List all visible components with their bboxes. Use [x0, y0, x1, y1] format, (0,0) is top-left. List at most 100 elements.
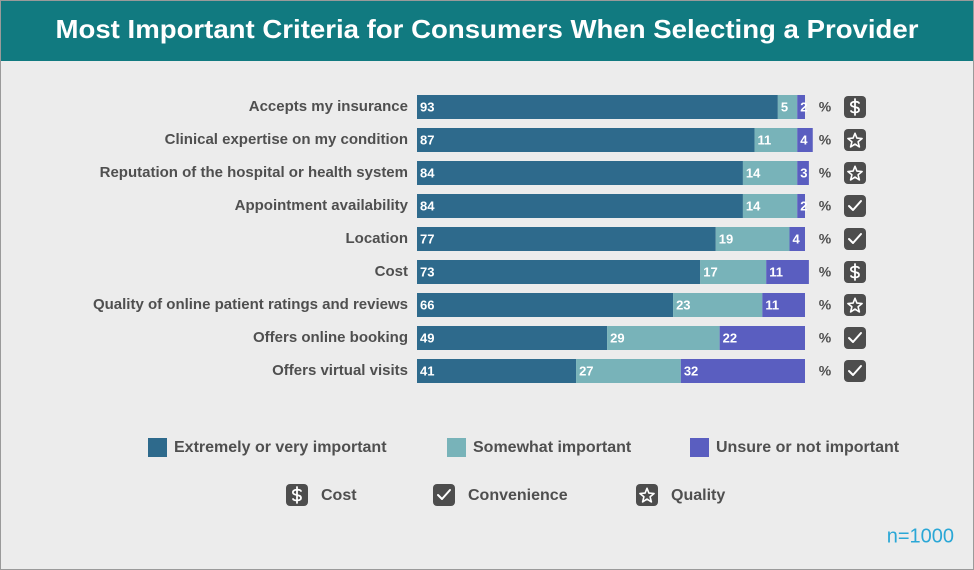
- bar-segment: [797, 95, 805, 119]
- icon-box: [844, 129, 866, 151]
- value-label: 29: [610, 330, 624, 345]
- bar-segment: [680, 359, 805, 383]
- row-group-icon: [844, 360, 866, 382]
- row-group-icon: [844, 195, 866, 217]
- bar-segment: [417, 227, 716, 251]
- icon-check: [848, 233, 862, 244]
- bar-segment: [576, 359, 681, 383]
- icon-star: [639, 487, 655, 503]
- group-icon: [433, 484, 455, 506]
- row-label: Accepts my insurance: [249, 98, 408, 115]
- legend-label: Somewhat important: [473, 439, 632, 456]
- row-label: Cost: [375, 263, 408, 280]
- bar-segment: [766, 260, 809, 284]
- value-label: 19: [719, 231, 733, 246]
- value-label: 77: [420, 231, 434, 246]
- value-label: 14: [746, 165, 761, 180]
- group-label: Cost: [321, 487, 357, 504]
- title-band: [1, 1, 973, 61]
- bar-segment: [417, 161, 743, 185]
- bar-segment: [417, 359, 577, 383]
- value-label: 22: [723, 330, 737, 345]
- unit-label: %: [819, 99, 832, 115]
- row-group-icon: [844, 96, 866, 118]
- value-label: 5: [781, 99, 788, 114]
- value-label: 23: [676, 297, 690, 312]
- value-label: 17: [703, 264, 717, 279]
- value-label: 93: [420, 99, 434, 114]
- icon-box: [844, 360, 866, 382]
- row-label: Quality of online patient ratings and re…: [93, 296, 408, 313]
- icon-dollar: [850, 98, 860, 116]
- bar-segment: [742, 194, 798, 218]
- icon-box: [433, 484, 455, 506]
- bar-segment: [762, 293, 805, 317]
- value-label: 87: [420, 132, 434, 147]
- icon-box: [844, 294, 866, 316]
- value-label: 14: [746, 198, 761, 213]
- icon-check: [437, 489, 451, 500]
- value-label: 11: [758, 132, 772, 147]
- value-label: 49: [420, 330, 434, 345]
- value-label: 66: [420, 297, 434, 312]
- bar-segment: [742, 161, 798, 185]
- unit-label: %: [819, 297, 832, 313]
- row-label: Clinical expertise on my condition: [165, 131, 408, 148]
- bar-segment: [754, 128, 798, 152]
- bar-segment: [417, 260, 701, 284]
- bar-segment: [797, 128, 813, 152]
- row-label: Location: [346, 230, 409, 247]
- row-group-icon: [844, 129, 866, 151]
- legend-swatch: [148, 438, 167, 457]
- bar-segment: [777, 95, 798, 119]
- icon-box: [844, 228, 866, 250]
- unit-label: %: [819, 198, 832, 214]
- bar-segment: [789, 227, 805, 251]
- row-group-icon: [844, 228, 866, 250]
- bar-segment: [417, 326, 608, 350]
- value-label: 4: [800, 132, 808, 147]
- row-label: Reputation of the hospital or health sys…: [100, 164, 408, 181]
- bar-segment: [417, 95, 778, 119]
- icon-dollar: [292, 486, 302, 504]
- value-label: 2: [800, 198, 807, 213]
- row-group-icon: [844, 162, 866, 184]
- value-label: 73: [420, 264, 434, 279]
- bar-segment: [797, 194, 805, 218]
- group-icon: [286, 484, 308, 506]
- value-label: 11: [765, 297, 779, 312]
- legend-swatch: [447, 438, 466, 457]
- icon-check: [848, 200, 862, 211]
- chart-title: Most Important Criteria for Consumers Wh…: [56, 14, 919, 44]
- row-group-icon: [844, 327, 866, 349]
- bar-segment: [797, 161, 809, 185]
- bar-segment: [417, 194, 743, 218]
- unit-label: %: [819, 363, 832, 379]
- row-label: Offers online booking: [253, 329, 408, 346]
- bar-segment: [719, 326, 805, 350]
- value-label: 4: [792, 231, 800, 246]
- icon-star: [847, 297, 863, 313]
- value-label: 2: [800, 99, 807, 114]
- icon-box: [636, 484, 658, 506]
- row-group-icon: [844, 261, 866, 283]
- value-label: 41: [420, 363, 434, 378]
- icon-star: [847, 165, 863, 181]
- value-label: 11: [769, 264, 783, 279]
- bar-segment: [417, 128, 755, 152]
- row-label: Appointment availability: [235, 197, 409, 214]
- icon-box: [844, 162, 866, 184]
- icon-dollar: [850, 263, 860, 281]
- unit-label: %: [819, 231, 832, 247]
- icon-box: [844, 327, 866, 349]
- bar-segment: [673, 293, 763, 317]
- group-label: Quality: [671, 487, 725, 504]
- unit-label: %: [819, 165, 832, 181]
- unit-label: %: [819, 132, 832, 148]
- bar-segment: [700, 260, 767, 284]
- value-label: 84: [420, 198, 435, 213]
- value-label: 84: [420, 165, 435, 180]
- sample-note: n=1000: [887, 525, 954, 547]
- unit-label: %: [819, 264, 832, 280]
